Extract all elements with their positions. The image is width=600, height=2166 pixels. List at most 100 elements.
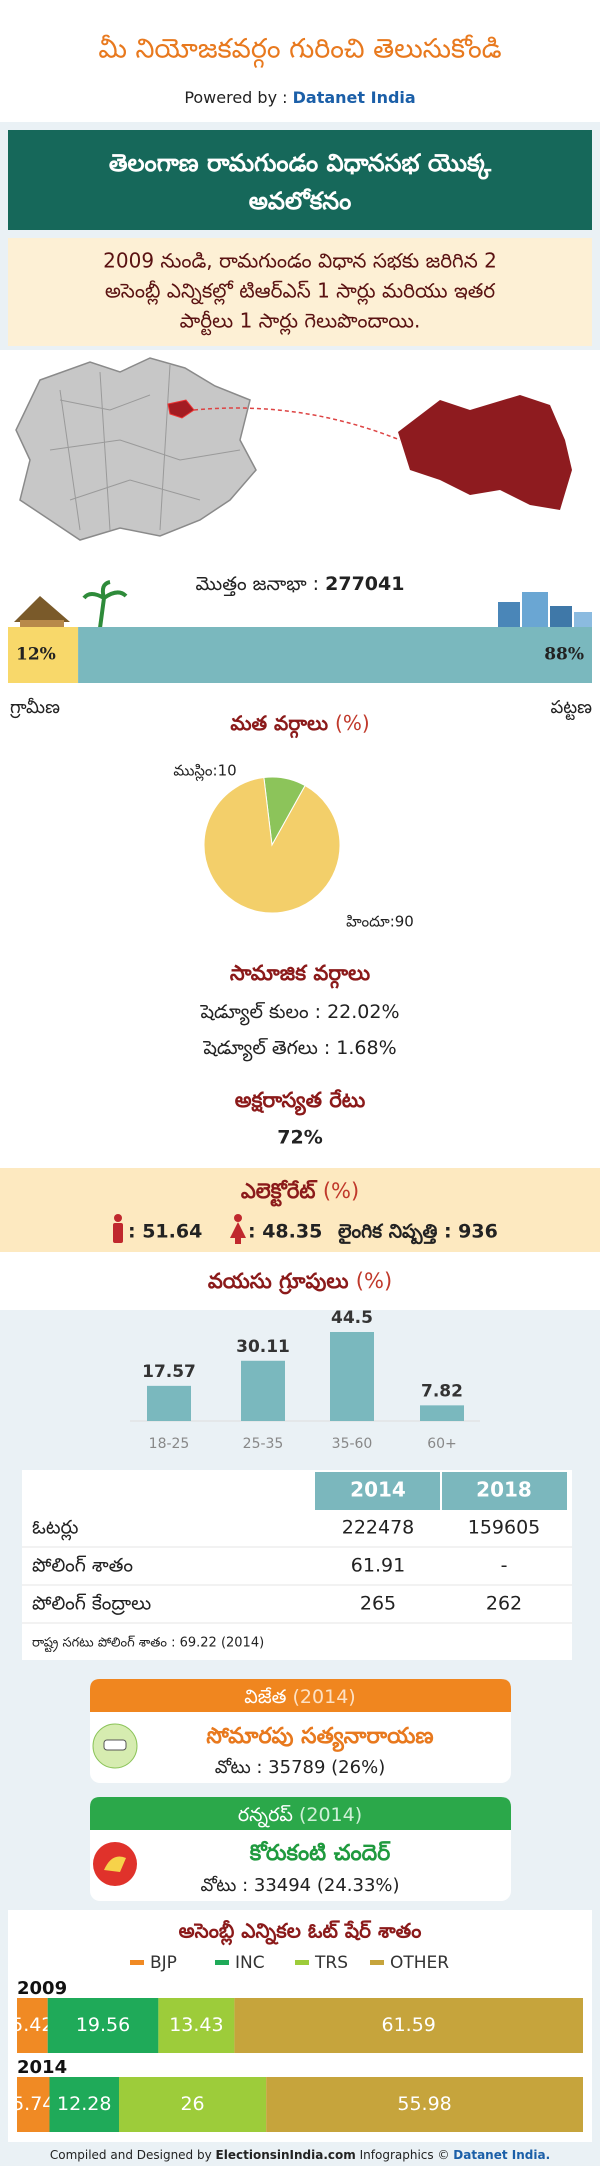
electorate-unit: (%) xyxy=(323,1179,359,1203)
column-header: 2014 xyxy=(350,1478,406,1502)
legend-swatch xyxy=(370,1960,384,1965)
social-row: షెడ్యూల్ కులం : 22.02% xyxy=(199,1001,399,1026)
footer: Compiled and Designed by ElectionsinIndi… xyxy=(50,2148,550,2162)
share-value: 5.74 xyxy=(12,2093,54,2115)
legend-swatch xyxy=(295,1960,309,1965)
powered-label: Powered by : xyxy=(184,88,287,107)
social-label: షెడ్యూల్ తెగలు : xyxy=(202,1037,330,1062)
pie-label: హిందూ:90 xyxy=(346,913,414,931)
male-icon xyxy=(113,1214,123,1243)
x-tick-label: 25-35 xyxy=(243,1436,284,1452)
category-label: 2009 xyxy=(17,1978,67,1999)
age-title-text: వయసు గ్రూపులు xyxy=(208,1269,349,1295)
polling-table: 2014 2018 ఓటర్లు 222478 159605 పోలింగ్ శాతం 61… xyxy=(22,1472,572,1653)
zoom-arrow xyxy=(193,407,401,441)
vote-share-chart: BJP INC TRS OTHER 2009 5.42 19.56 13.43 61.59 201… xyxy=(11,1953,583,2132)
religion-pie: ముస్లిం:10 హిందూ:90 xyxy=(173,762,414,931)
powered-by: Powered by : Datanet India xyxy=(184,88,415,107)
population-value: 277041 xyxy=(325,573,404,595)
share-segment xyxy=(17,1998,48,2053)
table-note: రాష్ట్ర సగటు పోలింగ్ శాతం : 69.22 (2014) xyxy=(32,1636,264,1653)
religion-unit: (%) xyxy=(335,711,370,735)
age-unit: (%) xyxy=(356,1269,392,1293)
share-value: 55.98 xyxy=(397,2093,451,2115)
cell: 262 xyxy=(486,1593,522,1615)
social-value: 22.02% xyxy=(327,1001,399,1023)
religion-title-text: మత వర్గాలు xyxy=(230,711,328,739)
header-title: మీ నియోజకవర్గం గురించి తెలుసుకోండి xyxy=(98,34,501,69)
legend-label: INC xyxy=(235,1953,265,1973)
age-title: వయసు గ్రూపులు (%) xyxy=(208,1269,392,1295)
winner-votes: వోటు : 35789 (26%) xyxy=(215,1757,385,1778)
share-segment xyxy=(47,1998,159,2053)
social-value: 1.68% xyxy=(336,1037,396,1059)
bar xyxy=(241,1360,285,1421)
electorate-band xyxy=(0,1168,600,1252)
share-value: 5.42 xyxy=(11,2014,53,2036)
share-value: 26 xyxy=(180,2093,204,2115)
city-icon xyxy=(498,592,592,628)
social-label: షెడ్యూల్ కులం : xyxy=(199,1001,321,1026)
cell: 222478 xyxy=(342,1517,415,1539)
electorate-title: ఎలెక్టోరేట్ (%) xyxy=(241,1179,359,1207)
runner-symbol xyxy=(93,1842,137,1886)
cell: 159605 xyxy=(468,1517,541,1539)
row-label: పోలింగ్ కేంద్రాలు xyxy=(32,1593,151,1616)
x-tick-label: 60+ xyxy=(427,1436,457,1452)
bar xyxy=(147,1385,191,1421)
winner-header xyxy=(90,1679,511,1712)
summary-line: అసెంబ్లీ ఎన్నికల్లో టిఆర్ఎస్ 1 సార్లు మర… xyxy=(105,279,495,306)
share-segment xyxy=(234,1998,583,2053)
pie-slice xyxy=(203,776,341,914)
share-segment xyxy=(158,1998,235,2053)
bar xyxy=(420,1405,464,1421)
x-tick-label: 18-25 xyxy=(149,1436,190,1452)
pie-label: ముస్లిం:10 xyxy=(173,762,236,782)
share-segment xyxy=(266,2077,583,2132)
row-label: పోలింగ్ శాతం xyxy=(32,1555,133,1577)
female-share: : 48.35 xyxy=(248,1221,322,1243)
share-segment xyxy=(49,2077,119,2132)
literacy-value: 72% xyxy=(277,1127,322,1149)
cell: - xyxy=(501,1555,508,1577)
powered-brand: Datanet India xyxy=(293,88,416,107)
footer-site: ElectionsinIndia.com xyxy=(216,2148,356,2162)
share-value: 13.43 xyxy=(169,2014,223,2036)
electorate-title-text: ఎలెక్టోరేట్ xyxy=(241,1179,318,1207)
urbanization-segment xyxy=(8,627,79,683)
summary-line: 2009 నుండి, రామగుండం విధాన సభకు జరిగిన 2 xyxy=(103,249,497,273)
winner-heading-text: విజేత xyxy=(244,1686,286,1708)
population: మొత్తం జనాభా : 277041 xyxy=(196,573,405,597)
winner-symbol xyxy=(92,1723,138,1769)
bar-value: 44.5 xyxy=(331,1308,373,1328)
column-header: 2018 xyxy=(476,1478,532,1502)
legend-label: BJP xyxy=(150,1953,177,1973)
urbanization-label: 12% xyxy=(16,645,56,665)
hut-icon xyxy=(14,580,128,629)
urbanization-label: 88% xyxy=(544,645,584,665)
cell: 61.91 xyxy=(351,1555,405,1577)
runner-heading-text: రన్నరప్ xyxy=(238,1804,293,1828)
bar xyxy=(330,1332,374,1421)
banner-line: తెలంగాణ రామగుండం విధానసభ యొక్క xyxy=(109,149,492,180)
share-value: 12.28 xyxy=(57,2093,111,2115)
urban-label: పట్టణ xyxy=(550,697,592,720)
summary-line: పార్టీలు 1 సార్లు గెలుపొందాయి. xyxy=(180,309,421,336)
age-chart: 17.57 18-25 30.11 25-35 44.5 35-60 7.82 60+ xyxy=(130,1308,480,1452)
religion-title: మత వర్గాలు (%) xyxy=(230,711,369,739)
winner-heading: విజేత (2014) xyxy=(244,1686,355,1708)
banner-line: అవలోకనం xyxy=(249,187,352,215)
female-icon xyxy=(230,1214,246,1244)
urbanization-segment xyxy=(78,627,592,683)
population-label: మొత్తం జనాభా : xyxy=(196,573,320,597)
male-share: : 51.64 xyxy=(128,1221,202,1243)
column-header-cell xyxy=(315,1472,440,1510)
runner-name: కోరుకంటి చందెర్ xyxy=(249,1840,391,1866)
sex-ratio: లైంగిక నిష్పత్తి : 936 xyxy=(338,1221,498,1245)
district-lines xyxy=(49,364,241,531)
share-segment xyxy=(17,2077,50,2132)
share-segment xyxy=(118,2077,267,2132)
winner-year: (2014) xyxy=(293,1686,356,1708)
column-header-cell xyxy=(442,1472,567,1510)
